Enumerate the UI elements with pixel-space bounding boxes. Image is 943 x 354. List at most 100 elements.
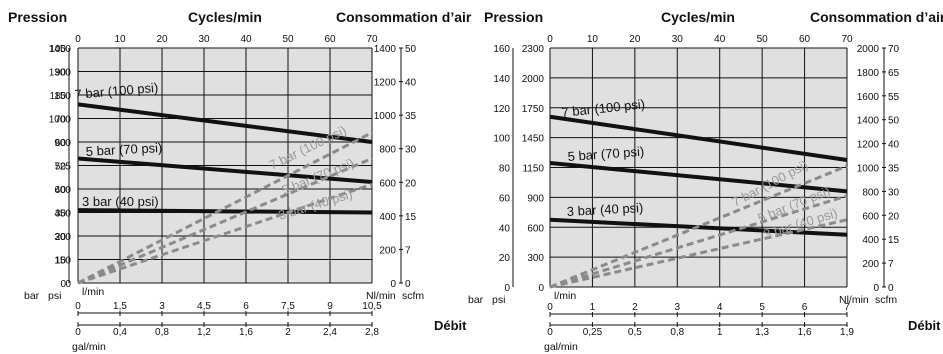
lmin-tick-label: 7 bbox=[844, 302, 850, 313]
lmin-tick-label: 6 bbox=[802, 302, 808, 313]
bar-tick-label: 10 bbox=[55, 256, 67, 267]
bar-tick-label: 80 bbox=[55, 91, 67, 102]
psi-tick-label: 1150 bbox=[49, 91, 71, 102]
scfm-tick-label: 30 bbox=[888, 187, 900, 198]
nl-tick-label: 400 bbox=[862, 235, 879, 246]
lmin-tick-label: 3 bbox=[159, 301, 165, 312]
bar-tick-label: 80 bbox=[499, 164, 511, 175]
scfm-tick-label: 70 bbox=[888, 44, 900, 55]
psi-tick-label: 2000 bbox=[522, 74, 545, 85]
unit-lmin: l/min bbox=[82, 286, 104, 298]
scfm-tick-label: 7 bbox=[888, 259, 894, 270]
nl-tick-label: 1600 bbox=[857, 92, 880, 103]
scfm-tick-label: 50 bbox=[405, 44, 417, 55]
bar-tick-label: 30 bbox=[55, 209, 67, 220]
cycles-tick-label: 20 bbox=[156, 34, 168, 45]
scfm-tick-label: 0 bbox=[405, 279, 411, 290]
nl-tick-label: 600 bbox=[379, 178, 396, 189]
unit-nlmin: Nl/min bbox=[839, 294, 869, 306]
lmin-tick-label: 1 bbox=[590, 302, 596, 313]
unit-lmin: l/min bbox=[554, 290, 576, 302]
psi-tick-label: 1450 bbox=[49, 44, 72, 55]
unit-scfm: scfm bbox=[402, 290, 424, 302]
cycles-tick-label: 10 bbox=[114, 34, 126, 45]
scfm-tick-label: 15 bbox=[888, 235, 900, 246]
gal-tick-label: 0,8 bbox=[670, 327, 684, 338]
scfm-tick-label: 35 bbox=[405, 111, 417, 122]
scfm-tick-label: 7 bbox=[405, 245, 411, 256]
unit-bar: bar bbox=[468, 294, 484, 306]
cycles-tick-label: 50 bbox=[282, 34, 294, 45]
gal-tick-label: 1,6 bbox=[239, 327, 253, 338]
cycles-tick-label: 70 bbox=[366, 34, 378, 45]
gal-tick-label: 2,4 bbox=[323, 327, 337, 338]
cycles-tick-label: 10 bbox=[587, 34, 599, 45]
bar-tick-label: 40 bbox=[499, 223, 511, 234]
scfm-tick-label: 65 bbox=[888, 68, 900, 79]
psi-tick-label: 600 bbox=[54, 185, 71, 196]
lmin-tick-label: 3 bbox=[675, 302, 681, 313]
gal-tick-label: 0,8 bbox=[155, 327, 169, 338]
nl-tick-label: 1000 bbox=[857, 164, 880, 175]
scfm-tick-label: 35 bbox=[888, 164, 900, 175]
bar-tick-label: 60 bbox=[55, 138, 67, 149]
header-pression: Pression bbox=[8, 9, 67, 25]
gal-tick-label: 1 bbox=[717, 327, 723, 338]
bar-tick-label: 20 bbox=[55, 232, 67, 243]
lmin-tick-label: 4 bbox=[717, 302, 723, 313]
psi-tick-label: 900 bbox=[527, 193, 544, 204]
psi-tick-label: 450 bbox=[54, 209, 71, 220]
header-pression: Pression bbox=[484, 9, 543, 25]
scfm-tick-label: 20 bbox=[405, 178, 417, 189]
pressure-series-label: 3 bar (40 psi) bbox=[82, 194, 159, 209]
gal-tick-label: 0,25 bbox=[583, 327, 603, 338]
bar-tick-label: 0 bbox=[504, 283, 510, 294]
scfm-tick-label: 0 bbox=[888, 283, 894, 294]
chart-1: Pression Cycles/min Consommation d’air 0 10 2… bbox=[8, 9, 472, 353]
psi-tick-label: 1450 bbox=[522, 134, 545, 145]
pressure-line bbox=[77, 102, 373, 144]
unit-bar: bar bbox=[24, 290, 40, 302]
gal-tick-label: 1,2 bbox=[197, 327, 211, 338]
scfm-tick-label: 20 bbox=[888, 211, 900, 222]
pressure-series-label: 5 bar (70 psi) bbox=[85, 140, 162, 159]
debit-label: Débit bbox=[908, 318, 941, 333]
psi-tick-label: 300 bbox=[527, 253, 544, 264]
cycles-tick-label: 60 bbox=[324, 34, 336, 45]
air-consumption-line bbox=[77, 157, 373, 285]
pressure-series-label: 5 bar (70 psi) bbox=[567, 144, 644, 164]
lmin-tick-label: 10,5 bbox=[362, 301, 382, 312]
lmin-tick-label: 4,5 bbox=[197, 301, 211, 312]
cycles-tick-label: 40 bbox=[714, 34, 726, 45]
cycles-tick-label: 40 bbox=[240, 34, 252, 45]
psi-tick-label: 1300 bbox=[49, 68, 72, 79]
psi-tick-label: 900 bbox=[54, 138, 71, 149]
unit-psi: psi bbox=[492, 294, 505, 306]
bar-tick-label: 20 bbox=[499, 253, 511, 264]
cycles-tick-label: 50 bbox=[757, 34, 769, 45]
psi-tick-label: 725 bbox=[54, 162, 71, 173]
lmin-tick-label: 9 bbox=[327, 301, 333, 312]
bar-tick-label: 100 bbox=[49, 44, 66, 55]
nl-tick-label: 0 bbox=[390, 279, 396, 290]
psi-tick-label: 2300 bbox=[522, 44, 545, 55]
nl-tick-label: 800 bbox=[379, 145, 396, 156]
nl-tick-label: 200 bbox=[379, 245, 396, 256]
bar-tick-label: 0 bbox=[60, 279, 66, 290]
gal-tick-label: 2 bbox=[285, 327, 291, 338]
nl-tick-label: 400 bbox=[379, 212, 396, 223]
pressure-line bbox=[549, 114, 848, 163]
bar-tick-label: 140 bbox=[493, 74, 510, 85]
nl-tick-label: 800 bbox=[862, 187, 879, 198]
cycles-tick-label: 30 bbox=[198, 34, 210, 45]
bar-tick-label: 90 bbox=[55, 68, 67, 79]
header-consommation: Consommation d’air bbox=[810, 9, 943, 25]
gal-tick-label: 1,9 bbox=[840, 327, 854, 338]
cycles-tick-label: 0 bbox=[547, 34, 553, 45]
nl-tick-label: 1400 bbox=[857, 116, 880, 127]
lmin-tick-label: 0 bbox=[75, 301, 81, 312]
lmin-tick-label: 7,5 bbox=[281, 301, 295, 312]
psi-tick-label: 300 bbox=[54, 232, 71, 243]
pressure-series-label: 7 bar (100 psi) bbox=[74, 80, 159, 102]
